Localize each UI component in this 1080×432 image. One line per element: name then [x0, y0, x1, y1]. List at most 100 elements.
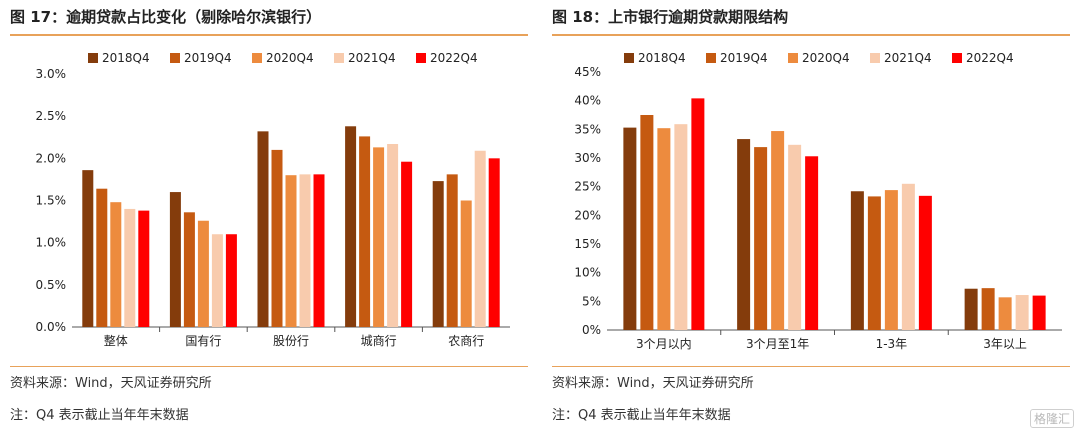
- y-tick-label-left-0: 0.0%: [36, 320, 67, 334]
- bar-left-0-1: [96, 188, 108, 327]
- bar-left-0-3: [124, 208, 136, 327]
- y-tick-label-right-3: 15%: [574, 237, 601, 251]
- chart-panel-left: 图 17：逾期贷款占比变化（剔除哈尔滨银行） 2018Q4 2019Q4 2020Q…: [10, 0, 528, 432]
- bar-left-2-1: [271, 149, 283, 327]
- bar-right-2-2: [884, 190, 898, 330]
- x-tick-label-left-2: 股份行: [273, 334, 309, 348]
- bar-right-1-2: [771, 131, 785, 330]
- y-tick-label-right-0: 0%: [582, 323, 601, 337]
- bar-right-3-4: [1032, 295, 1046, 330]
- bar-right-1-0: [737, 139, 751, 330]
- bar-right-0-4: [691, 98, 705, 330]
- bar-right-0-2: [657, 128, 671, 330]
- bar-left-1-1: [183, 212, 195, 327]
- legend-label-right-1: 2019Q4: [720, 51, 768, 65]
- y-tick-label-left-3: 1.5%: [36, 194, 67, 208]
- note-text-left: 注：Q4 表示截止当年年末数据: [10, 408, 189, 423]
- legend-swatch-left-3: [334, 53, 344, 63]
- bar-right-1-1: [754, 147, 768, 330]
- bar-left-2-3: [299, 174, 311, 327]
- bar-right-1-4: [805, 156, 819, 330]
- y-tick-label-left-4: 2.0%: [36, 151, 67, 165]
- bar-right-3-3: [1015, 295, 1029, 330]
- x-tick-label-right-1: 3个月至1年: [746, 337, 809, 351]
- source-text-right: 资料来源：Wind，天风证券研究所: [552, 376, 754, 391]
- x-tick-label-left-0: 整体: [104, 333, 128, 348]
- bar-left-2-2: [285, 175, 297, 327]
- bar-left-3-1: [359, 136, 371, 327]
- y-tick-label-left-5: 2.5%: [36, 109, 67, 123]
- x-tick-label-right-2: 1-3年: [876, 337, 908, 351]
- bar-right-0-3: [674, 124, 688, 330]
- x-tick-label-left-4: 农商行: [448, 333, 484, 348]
- source-divider-right: [552, 366, 1070, 367]
- y-tick-label-right-4: 20%: [574, 208, 601, 222]
- bar-right-3-0: [964, 288, 978, 330]
- legend-swatch-right-0: [624, 53, 634, 63]
- bar-right-0-0: [623, 127, 637, 330]
- source-divider-left: [10, 366, 528, 367]
- bar-left-0-4: [138, 210, 150, 327]
- x-tick-label-right-3: 3年以上: [983, 337, 1027, 351]
- legend-swatch-right-4: [952, 53, 962, 63]
- bar-left-1-3: [211, 234, 223, 327]
- legend-label-left-3: 2021Q4: [348, 51, 396, 65]
- bar-right-3-2: [998, 297, 1012, 330]
- bar-right-2-1: [867, 196, 881, 330]
- chart-title-right: 图 18：上市银行逾期贷款期限结构: [552, 8, 789, 26]
- chart-left: 2018Q4 2019Q4 2020Q4 2021Q4 2022Q4 0.0% 0.5% 1.…: [36, 51, 510, 348]
- y-tick-label-right-2: 10%: [574, 266, 601, 280]
- legend-swatch-left-2: [252, 53, 262, 63]
- bar-left-1-0: [169, 192, 181, 327]
- bar-left-3-2: [373, 147, 385, 327]
- title-divider-right: [552, 34, 1070, 36]
- bar-left-2-4: [313, 174, 325, 327]
- legend-label-right-2: 2020Q4: [802, 51, 850, 65]
- bar-right-2-4: [918, 195, 932, 330]
- y-tick-label-right-6: 30%: [574, 151, 601, 165]
- legend-label-left-2: 2020Q4: [266, 51, 314, 65]
- bar-left-0-0: [82, 170, 94, 327]
- y-tick-label-left-2: 1.0%: [36, 236, 67, 250]
- bar-right-2-0: [850, 191, 864, 330]
- watermark-logo: 格隆汇: [1029, 409, 1074, 428]
- chart-title-left: 图 17：逾期贷款占比变化（剔除哈尔滨银行）: [10, 8, 322, 26]
- bar-left-3-4: [401, 161, 413, 327]
- x-tick-label-left-3: 城商行: [361, 333, 397, 348]
- y-tick-label-right-7: 35%: [574, 122, 601, 136]
- legend-label-left-4: 2022Q4: [430, 51, 478, 65]
- bar-right-0-1: [640, 115, 654, 330]
- y-tick-label-right-9: 45%: [574, 65, 601, 79]
- source-text-left: 资料来源：Wind，天风证券研究所: [10, 376, 212, 391]
- legend-swatch-right-3: [870, 53, 880, 63]
- y-tick-label-right-8: 40%: [574, 94, 601, 108]
- bar-right-1-3: [788, 144, 802, 330]
- x-tick-label-right-0: 3个月以内: [636, 337, 692, 351]
- y-tick-label-left-1: 0.5%: [36, 278, 67, 292]
- title-divider-left: [10, 34, 528, 36]
- y-tick-label-right-5: 25%: [574, 180, 601, 194]
- legend-swatch-left-1: [170, 53, 180, 63]
- y-tick-label-right-1: 5%: [582, 294, 601, 308]
- bar-left-4-2: [460, 200, 472, 327]
- bar-left-3-0: [345, 126, 357, 327]
- bar-left-4-0: [432, 181, 444, 327]
- bar-left-1-4: [225, 234, 237, 327]
- chart-right: 2018Q4 2019Q4 2020Q4 2021Q4 2022Q4 0% 5% 10% 15%…: [574, 51, 1062, 351]
- x-tick-label-left-1: 国有行: [185, 334, 221, 348]
- y-tick-label-left-6: 3.0%: [36, 67, 67, 81]
- chart-panel-right: 图 18：上市银行逾期贷款期限结构 2018Q4 2019Q4 2020Q4 2021…: [552, 0, 1070, 432]
- bar-left-4-3: [474, 150, 486, 327]
- bar-left-2-0: [257, 131, 269, 327]
- legend-swatch-left-0: [88, 53, 98, 63]
- bar-right-3-1: [981, 288, 995, 330]
- bar-right-2-3: [901, 183, 915, 330]
- legend-label-right-0: 2018Q4: [638, 51, 686, 65]
- legend-swatch-left-4: [416, 53, 426, 63]
- bar-left-3-3: [387, 143, 399, 327]
- legend-swatch-right-2: [788, 53, 798, 63]
- bar-left-1-2: [197, 220, 209, 327]
- legend-label-right-4: 2022Q4: [966, 51, 1014, 65]
- note-text-right: 注：Q4 表示截止当年年末数据: [552, 408, 731, 423]
- legend-label-right-3: 2021Q4: [884, 51, 932, 65]
